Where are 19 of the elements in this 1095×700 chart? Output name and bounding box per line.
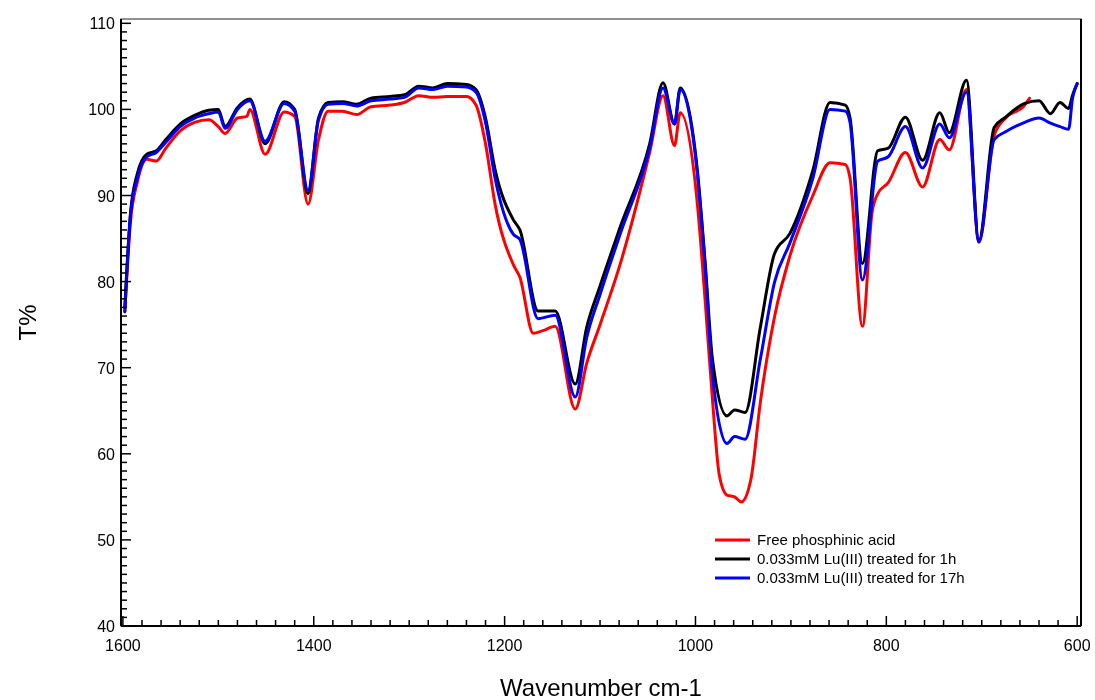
- y-tick-label: 110: [89, 15, 116, 33]
- x-tick-label: 600: [1063, 637, 1091, 654]
- y-axis-title: T%: [14, 304, 41, 341]
- y-tick-label: 70: [97, 359, 116, 377]
- y-tick-label: 90: [97, 187, 116, 205]
- y-tick-label: 50: [97, 531, 116, 549]
- x-tick-label: 1400: [295, 637, 332, 654]
- x-tick-label: 1000: [677, 637, 714, 654]
- y-tick-label: 80: [97, 273, 116, 291]
- y-tick-label: 100: [88, 101, 116, 119]
- y-tick-label: 60: [97, 445, 116, 463]
- x-axis-title: Wavenumber cm-1: [500, 674, 702, 700]
- legend-label: 0.033mM Lu(III) treated for 17h: [757, 569, 965, 586]
- legend-label: 0.033mM Lu(III) treated for 1h: [757, 550, 957, 567]
- x-tick-label: 1600: [105, 637, 141, 654]
- x-tick-label: 800: [872, 637, 900, 654]
- x-tick-label: 1200: [486, 637, 523, 654]
- legend-label: Free phosphinic acid: [757, 531, 896, 548]
- y-tick-label: 40: [97, 618, 116, 635]
